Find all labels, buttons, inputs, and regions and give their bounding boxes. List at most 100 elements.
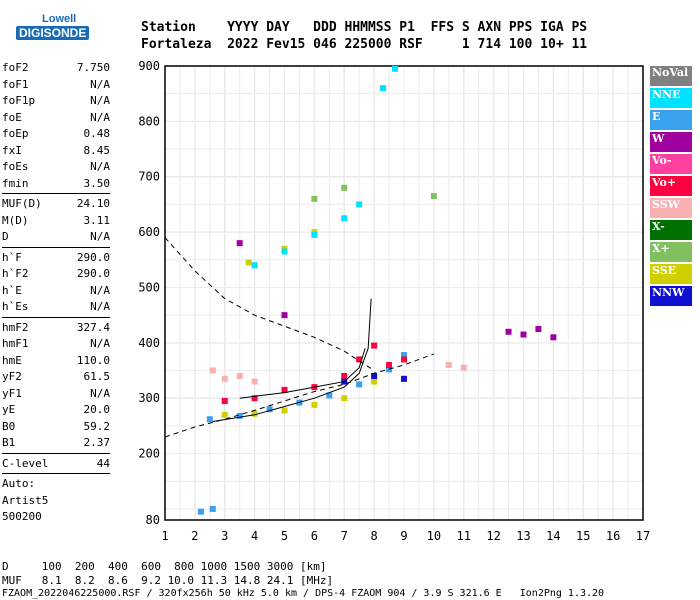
data-point — [535, 325, 542, 332]
x-tick-label: 15 — [576, 529, 590, 543]
param-row: yE 20.0 — [2, 402, 110, 419]
param-row: yF2 61.5 — [2, 369, 110, 386]
param-name: foF2 — [2, 61, 29, 74]
param-row: h`F 290.0 — [2, 250, 110, 267]
param-name: h`F — [2, 250, 22, 264]
data-point — [371, 373, 378, 380]
plot-frame — [164, 65, 644, 521]
y-tick-label: 80 — [146, 513, 160, 527]
legend-item: NoVal — [650, 66, 692, 86]
param-value: 61.5 — [83, 370, 111, 383]
data-point — [311, 231, 318, 238]
legend-item: SSE — [650, 264, 692, 284]
param-value: N/A — [90, 300, 110, 313]
data-point — [251, 262, 258, 269]
param-row: D N/A — [2, 229, 110, 246]
param-value: N/A — [90, 230, 110, 243]
data-point — [401, 375, 407, 382]
param-separator — [2, 193, 110, 194]
x-tick-label: 9 — [400, 529, 407, 543]
data-point — [401, 352, 407, 359]
data-point — [221, 397, 228, 404]
profile-trace — [212, 298, 372, 422]
param-separator — [2, 452, 110, 454]
footer-muf-row: MUF 8.1 8.2 8.6 9.2 10.0 11.3 14.8 24.1 … — [2, 574, 334, 587]
data-point — [251, 378, 258, 385]
data-point — [197, 508, 204, 515]
data-point — [206, 416, 213, 423]
profile-trace — [164, 237, 375, 371]
data-point — [326, 392, 333, 399]
data-point — [281, 407, 288, 414]
y-tick-label: 300 — [138, 391, 160, 405]
data-point — [505, 328, 512, 335]
y-tick-label: 600 — [138, 225, 160, 239]
footer-file-info: FZAOM_2022046225000.RSF / 320fx256h 50 k… — [2, 588, 605, 599]
data-point — [386, 361, 393, 368]
param-value: 290.0 — [76, 267, 110, 280]
param-name: h`E — [2, 283, 22, 297]
param-row: Auto: — [2, 476, 110, 493]
data-point — [341, 184, 348, 191]
y-tick-label: 200 — [138, 447, 160, 461]
param-row: M(D) 3.11 — [2, 213, 110, 230]
param-name: fmin — [2, 176, 29, 190]
param-separator — [2, 246, 110, 248]
footer-distance-row: D 100 200 400 600 800 1000 1500 3000 [km… — [2, 560, 327, 573]
param-row: hmF2 327.4 — [2, 320, 110, 337]
param-name: foF1p — [2, 94, 36, 107]
param-name: yF1 — [2, 386, 22, 400]
x-tick-label: 3 — [221, 529, 228, 543]
param-value: 20.0 — [83, 403, 111, 416]
param-name: B1 — [2, 436, 16, 449]
x-tick-label: 1 — [161, 529, 168, 543]
param-name: hmE — [2, 353, 22, 367]
x-tick-label: 2 — [191, 529, 198, 543]
param-name: D — [2, 230, 9, 243]
data-point — [209, 367, 216, 374]
param-name: C-level — [2, 456, 49, 470]
param-row: hmE 110.0 — [2, 353, 110, 370]
data-point — [371, 342, 378, 349]
data-point — [341, 215, 348, 222]
param-name: 500200 — [2, 510, 42, 523]
legend-item: E — [650, 110, 692, 130]
data-point — [460, 364, 467, 371]
x-tick-label: 10 — [427, 529, 441, 543]
logo-line1: Lowell — [42, 13, 77, 25]
x-tick-label: 14 — [546, 529, 560, 543]
param-row: foE N/A — [2, 110, 110, 127]
param-row: foEs N/A — [2, 159, 110, 176]
y-tick-label: 500 — [138, 280, 160, 294]
param-row: h`Es N/A — [2, 299, 110, 316]
param-name: Auto: — [2, 477, 36, 490]
data-point — [311, 401, 318, 408]
param-value: N/A — [90, 160, 110, 173]
param-row: 500200 — [2, 509, 110, 526]
data-point — [209, 505, 216, 512]
param-value: 2.37 — [83, 436, 111, 449]
param-value: 327.4 — [76, 320, 110, 334]
param-name: yF2 — [2, 370, 22, 383]
param-value: N/A — [90, 110, 110, 124]
param-value: 59.2 — [83, 419, 111, 433]
legend-item: Vo- — [650, 154, 692, 174]
data-point — [281, 386, 288, 393]
param-row: foF2 7.750 — [2, 60, 110, 77]
param-row: fxI 8.45 — [2, 143, 110, 160]
param-row: foEp 0.48 — [2, 126, 110, 143]
param-row: C-level 44 — [2, 456, 110, 473]
param-name: MUF(D) — [2, 197, 42, 210]
param-separator — [2, 473, 110, 474]
param-row: fmin 3.50 — [2, 176, 110, 193]
param-value: 110.0 — [76, 353, 110, 367]
legend-item: Vo+ — [650, 176, 692, 196]
param-name: foF1 — [2, 77, 29, 91]
data-point — [430, 193, 437, 200]
data-point — [380, 85, 387, 92]
param-name: yE — [2, 403, 16, 416]
param-value: 3.11 — [83, 213, 111, 227]
data-point — [371, 378, 378, 385]
param-value: 0.48 — [83, 127, 111, 140]
param-name: foE — [2, 110, 22, 124]
